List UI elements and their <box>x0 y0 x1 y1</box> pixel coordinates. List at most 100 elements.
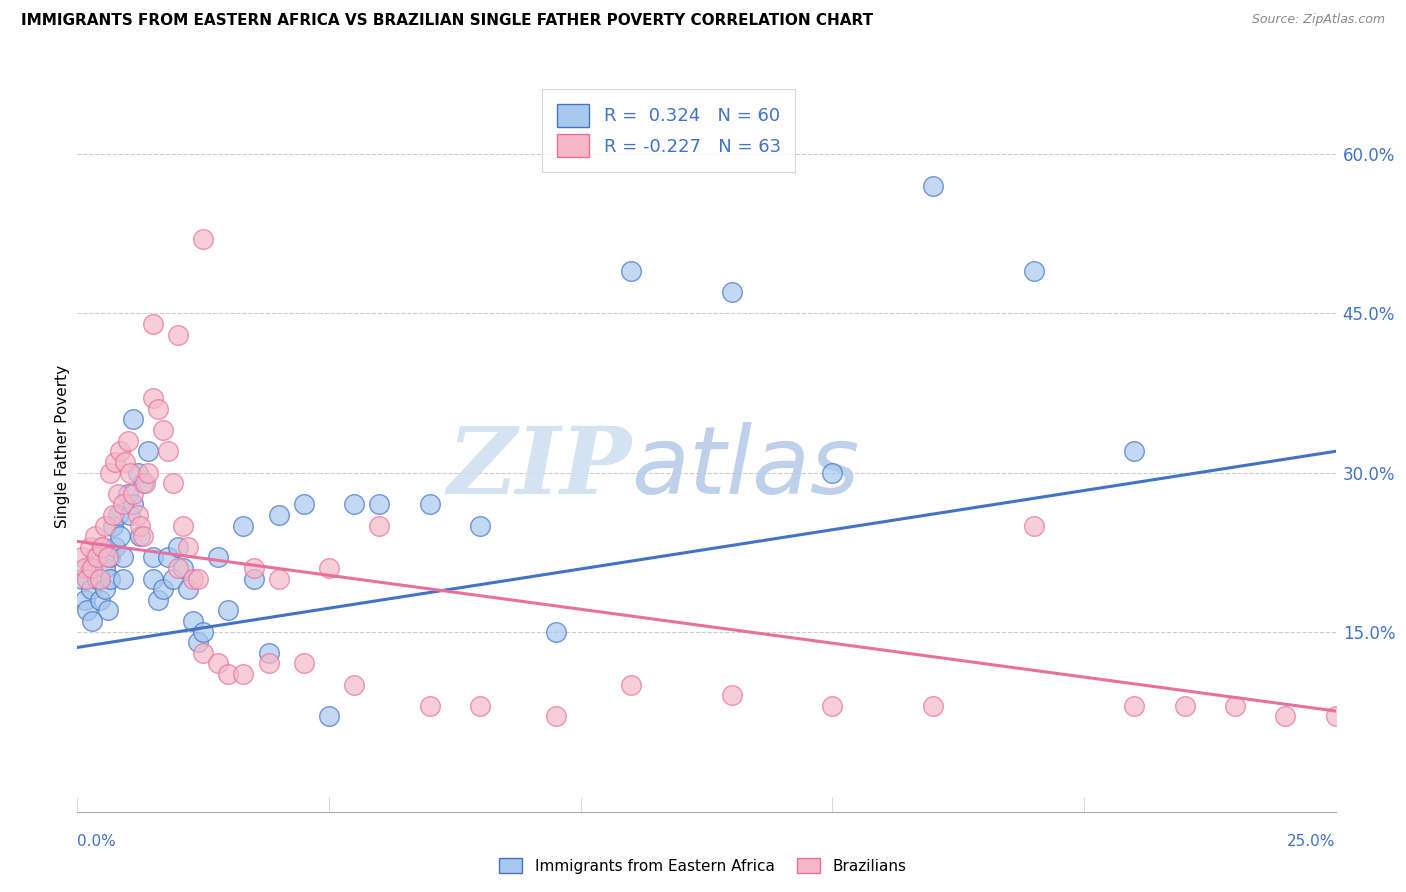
Point <box>242 572 264 586</box>
Point <box>107 508 129 522</box>
Point <box>73 592 96 607</box>
Point <box>162 572 184 586</box>
Legend: Immigrants from Eastern Africa, Brazilians: Immigrants from Eastern Africa, Brazilia… <box>494 852 912 880</box>
Point <box>94 582 117 596</box>
Point <box>172 518 194 533</box>
Point <box>111 497 134 511</box>
Point <box>821 698 844 713</box>
Point <box>132 476 155 491</box>
Point <box>104 540 127 554</box>
Point <box>292 497 315 511</box>
Point <box>129 518 152 533</box>
Point <box>108 529 131 543</box>
Point <box>121 412 143 426</box>
Point <box>468 698 491 713</box>
Point <box>101 518 124 533</box>
Point <box>368 497 391 511</box>
Text: 0.0%: 0.0% <box>77 834 117 849</box>
Point <box>86 572 108 586</box>
Point <box>82 561 104 575</box>
Point <box>114 455 136 469</box>
Point <box>121 486 143 500</box>
Point <box>134 476 156 491</box>
Point <box>107 486 129 500</box>
Point <box>217 603 239 617</box>
Point <box>111 550 134 565</box>
Point <box>544 709 567 723</box>
Point <box>821 466 844 480</box>
Point <box>98 572 121 586</box>
Point <box>84 529 107 543</box>
Point <box>121 497 143 511</box>
Point <box>96 603 118 617</box>
Point <box>207 657 229 671</box>
Point <box>120 466 142 480</box>
Point <box>419 698 441 713</box>
Point <box>1123 698 1146 713</box>
Point <box>156 550 179 565</box>
Point <box>120 508 142 522</box>
Point <box>89 592 111 607</box>
Point <box>152 423 174 437</box>
Point <box>86 550 108 565</box>
Point <box>73 561 96 575</box>
Point <box>91 540 114 554</box>
Point <box>91 540 114 554</box>
Point <box>136 466 159 480</box>
Point <box>72 572 94 586</box>
Point <box>620 677 643 691</box>
Point <box>108 444 131 458</box>
Point <box>217 667 239 681</box>
Point <box>142 392 165 406</box>
Point <box>162 476 184 491</box>
Point <box>96 550 118 565</box>
Point <box>94 518 117 533</box>
Point <box>922 698 945 713</box>
Text: 25.0%: 25.0% <box>1288 834 1336 849</box>
Point <box>343 677 366 691</box>
Point <box>292 657 315 671</box>
Y-axis label: Single Father Poverty: Single Father Poverty <box>55 365 70 527</box>
Point <box>177 582 200 596</box>
Point <box>94 561 117 575</box>
Point <box>232 667 254 681</box>
Point <box>82 614 104 628</box>
Point <box>146 592 169 607</box>
Point <box>187 635 209 649</box>
Text: IMMIGRANTS FROM EASTERN AFRICA VS BRAZILIAN SINGLE FATHER POVERTY CORRELATION CH: IMMIGRANTS FROM EASTERN AFRICA VS BRAZIL… <box>21 13 873 29</box>
Point <box>468 518 491 533</box>
Point <box>101 508 124 522</box>
Point <box>544 624 567 639</box>
Point <box>318 561 340 575</box>
Point <box>167 327 190 342</box>
Point <box>191 232 215 246</box>
Point <box>191 624 215 639</box>
Point <box>127 466 149 480</box>
Point <box>267 572 290 586</box>
Point <box>142 550 165 565</box>
Point <box>76 572 98 586</box>
Point <box>207 550 229 565</box>
Point <box>720 688 742 702</box>
Point <box>117 486 139 500</box>
Point <box>76 603 98 617</box>
Point <box>1174 698 1197 713</box>
Point <box>187 572 209 586</box>
Point <box>318 709 340 723</box>
Text: ZIP: ZIP <box>447 423 631 513</box>
Point <box>181 572 204 586</box>
Point <box>368 518 391 533</box>
Point <box>922 179 945 194</box>
Point <box>80 582 103 596</box>
Point <box>146 401 169 416</box>
Point <box>177 540 200 554</box>
Point <box>89 572 111 586</box>
Point <box>343 497 366 511</box>
Point <box>127 508 149 522</box>
Point <box>1324 709 1347 723</box>
Point <box>98 466 121 480</box>
Point <box>104 455 127 469</box>
Point <box>1223 698 1246 713</box>
Legend: R =  0.324   N = 60, R = -0.227   N = 63: R = 0.324 N = 60, R = -0.227 N = 63 <box>543 89 796 172</box>
Point <box>181 614 204 628</box>
